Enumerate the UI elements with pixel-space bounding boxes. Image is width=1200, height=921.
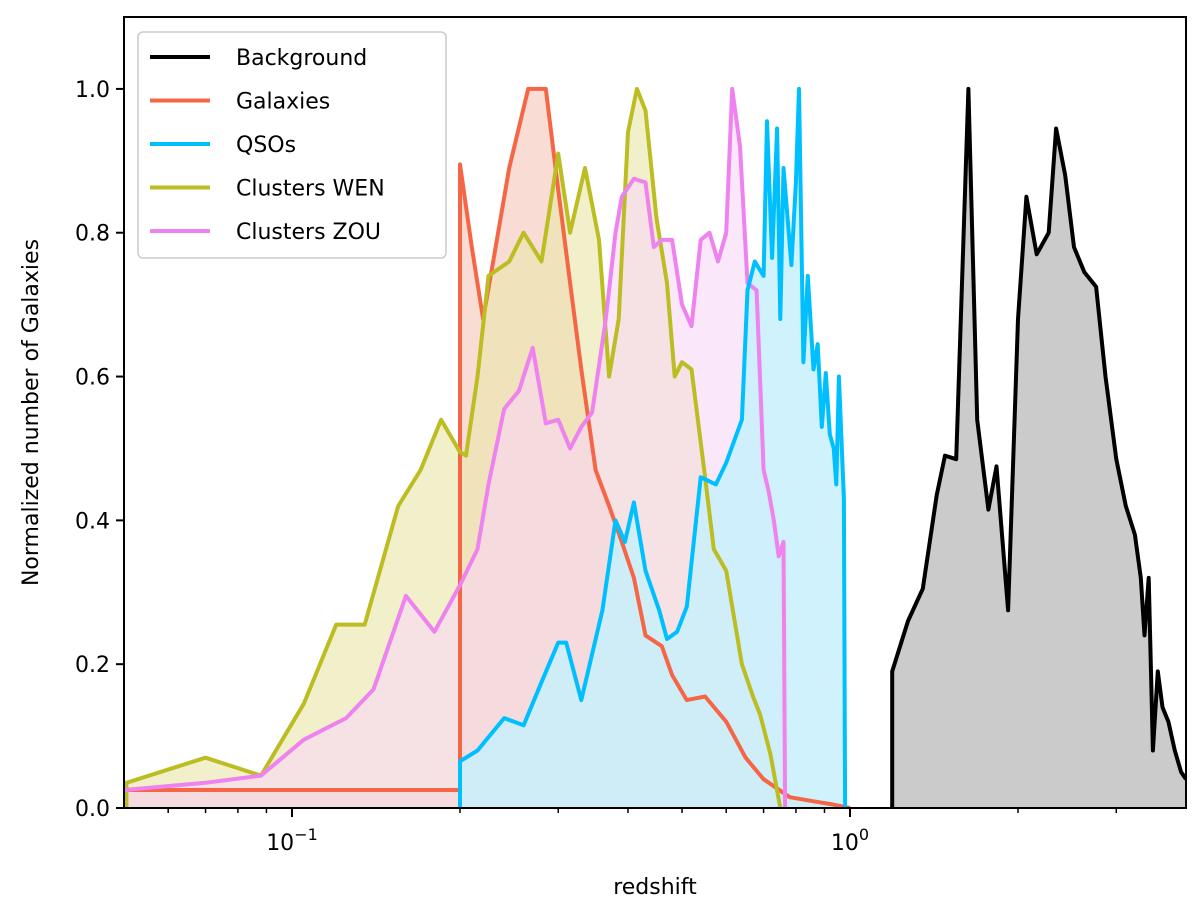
legend-box	[137, 31, 447, 259]
x-tick-label: 10−1	[266, 825, 318, 856]
series-area-qsos	[460, 88, 846, 808]
legend-label-background: Background	[236, 46, 367, 71]
y-tick-label: 0.4	[75, 509, 110, 534]
series-line-qsos	[458, 86, 848, 808]
y-tick-label: 0.6	[75, 366, 110, 391]
axes-layer: 0.0 0.2 0.4 0.6 0.8 1.0 10−1 100 redshift Normali…	[19, 16, 1187, 900]
series-area-background	[892, 88, 1186, 808]
series-line-clusters-wen	[124, 86, 783, 808]
legend-label-galaxies: Galaxies	[236, 90, 330, 115]
series-layer	[124, 86, 1186, 808]
legend-label-clusters-zou: Clusters ZOU	[236, 220, 381, 245]
y-tick-label: 0.8	[75, 222, 110, 247]
y-axis-label: Normalized number of Galaxies	[19, 239, 44, 586]
y-tick-label: 1.0	[75, 78, 110, 103]
x-axis-label: redshift	[613, 875, 697, 900]
legend: Background Galaxies QSOs Clusters WEN Cluste…	[137, 31, 447, 259]
x-tick-label: 100	[831, 825, 869, 856]
legend-label-clusters-wen: Clusters WEN	[236, 177, 385, 202]
plot-frame	[123, 16, 1187, 809]
y-tick-label: 0.0	[75, 797, 110, 822]
y-tick-label: 0.2	[75, 653, 110, 678]
legend-label-qsos: QSOs	[236, 133, 296, 158]
series-line-galaxies	[124, 86, 851, 808]
series-line-background	[890, 86, 1186, 808]
